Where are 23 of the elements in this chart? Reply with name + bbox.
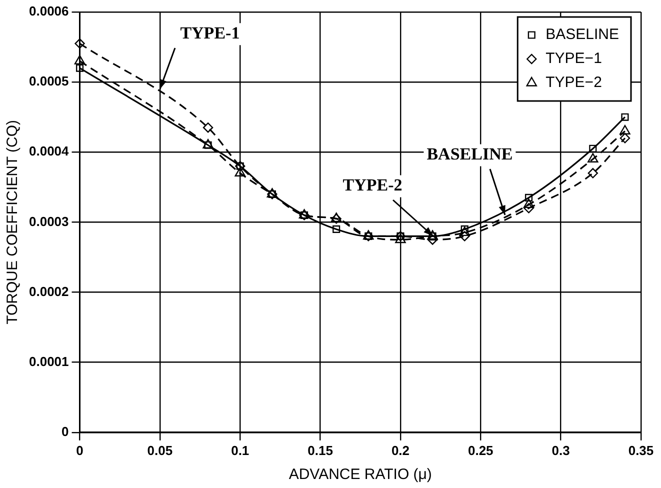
annotation: TYPE-1 xyxy=(180,23,240,42)
legend-label: TYPE−1 xyxy=(546,50,602,68)
y-tick-label: 0.0005 xyxy=(28,74,69,89)
y-tick-label: 0 xyxy=(62,424,69,439)
legend-label: TYPE−2 xyxy=(546,74,602,92)
y-axis-title: TORQUE COEFFICIENT (CQ) xyxy=(4,120,22,324)
legend-label: BASELINE xyxy=(546,26,620,44)
x-tick-label: 0.3 xyxy=(552,442,570,458)
x-tick-label: 0.25 xyxy=(468,442,494,458)
annotation: TYPE-2 xyxy=(342,176,402,195)
y-tick-label: 0.0004 xyxy=(28,144,70,159)
x-tick-label: 0.15 xyxy=(308,442,333,458)
x-tick-label: 0.35 xyxy=(628,442,654,458)
x-tick-label: 0.05 xyxy=(147,442,173,458)
y-tick-label: 0.0001 xyxy=(28,354,69,369)
y-tick-label: 0.0006 xyxy=(28,4,69,19)
x-axis-title: ADVANCE RATIO (μ) xyxy=(288,466,432,484)
y-tick-label: 0.0003 xyxy=(28,214,69,229)
x-tick-label: 0.1 xyxy=(231,442,250,458)
x-tick-label: 0.2 xyxy=(391,442,410,458)
x-tick-label: 0 xyxy=(76,442,84,458)
annotation: BASELINE xyxy=(426,144,513,164)
y-tick-label: 0.0002 xyxy=(28,284,69,299)
